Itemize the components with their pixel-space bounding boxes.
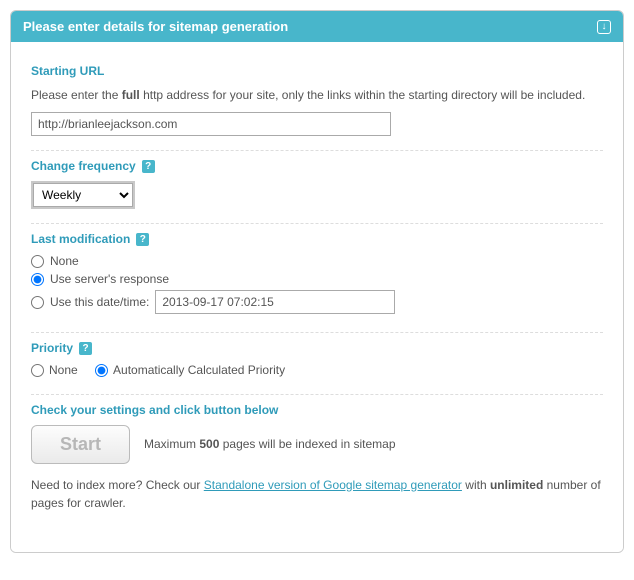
section-title-priority: Priority ? — [31, 341, 603, 355]
more-pre: Need to index more? Check our — [31, 478, 204, 492]
desc-text: http address for your site, only the lin… — [140, 88, 586, 102]
starting-url-input[interactable] — [31, 112, 391, 136]
lastmod-radio-server[interactable] — [31, 273, 44, 286]
start-row: Start Maximum 500 pages will be indexed … — [31, 425, 603, 464]
help-icon[interactable]: ? — [79, 342, 92, 355]
lastmod-date-input[interactable] — [155, 290, 395, 314]
collapse-icon[interactable]: ↓ — [597, 20, 611, 34]
max-bold: 500 — [199, 437, 219, 451]
panel-header: Please enter details for sitemap generat… — [11, 11, 623, 42]
sitemap-form-panel: Please enter details for sitemap generat… — [10, 10, 624, 553]
final-title-label: Check your settings and click button bel… — [31, 403, 278, 417]
lastmod-radio-date[interactable] — [31, 296, 44, 309]
radio-row-server: Use server's response — [31, 272, 603, 286]
help-icon[interactable]: ? — [142, 160, 155, 173]
section-title-final: Check your settings and click button bel… — [31, 403, 603, 417]
starting-url-label: Starting URL — [31, 64, 104, 78]
priority-label-none: None — [49, 363, 78, 377]
lastmod-label-server: Use server's response — [50, 272, 169, 286]
radio-row-none: None — [31, 254, 603, 268]
need-more-text: Need to index more? Check our Standalone… — [31, 476, 603, 512]
lastmod-radio-none[interactable] — [31, 255, 44, 268]
change-frequency-select[interactable]: Weekly — [33, 183, 133, 207]
section-final: Check your settings and click button bel… — [31, 394, 603, 534]
section-priority: Priority ? None Automatically Calculated… — [31, 332, 603, 394]
more-bold: unlimited — [490, 478, 543, 492]
max-pages-text: Maximum 500 pages will be indexed in sit… — [144, 437, 395, 451]
radio-inline-none: None — [31, 363, 78, 377]
start-button[interactable]: Start — [31, 425, 130, 464]
section-title-change-frequency: Change frequency ? — [31, 159, 603, 173]
max-post: pages will be indexed in sitemap — [219, 437, 395, 451]
radio-inline-auto: Automatically Calculated Priority — [95, 363, 285, 377]
change-freq-label: Change frequency — [31, 159, 136, 173]
section-last-modification: Last modification ? None Use server's re… — [31, 223, 603, 332]
desc-text: Please enter the — [31, 88, 122, 102]
panel-title: Please enter details for sitemap generat… — [23, 19, 288, 34]
more-mid: with — [462, 478, 490, 492]
priority-radio-auto[interactable] — [95, 364, 108, 377]
section-title-starting-url: Starting URL — [31, 64, 603, 78]
priority-options: None Automatically Calculated Priority — [31, 363, 603, 380]
section-starting-url: Starting URL Please enter the full http … — [31, 56, 603, 150]
starting-url-desc: Please enter the full http address for y… — [31, 86, 603, 104]
select-wrap: Weekly — [31, 181, 135, 209]
last-mod-label: Last modification — [31, 232, 130, 246]
panel-body: Starting URL Please enter the full http … — [11, 42, 623, 552]
lastmod-label-none: None — [50, 254, 79, 268]
max-pre: Maximum — [144, 437, 199, 451]
standalone-link[interactable]: Standalone version of Google sitemap gen… — [204, 478, 462, 492]
help-icon[interactable]: ? — [136, 233, 149, 246]
section-title-last-modification: Last modification ? — [31, 232, 603, 246]
priority-label: Priority — [31, 341, 73, 355]
priority-label-auto: Automatically Calculated Priority — [113, 363, 285, 377]
section-change-frequency: Change frequency ? Weekly — [31, 150, 603, 223]
radio-row-date: Use this date/time: — [31, 290, 603, 314]
lastmod-label-date: Use this date/time: — [50, 295, 149, 309]
desc-bold: full — [122, 88, 140, 102]
priority-radio-none[interactable] — [31, 364, 44, 377]
